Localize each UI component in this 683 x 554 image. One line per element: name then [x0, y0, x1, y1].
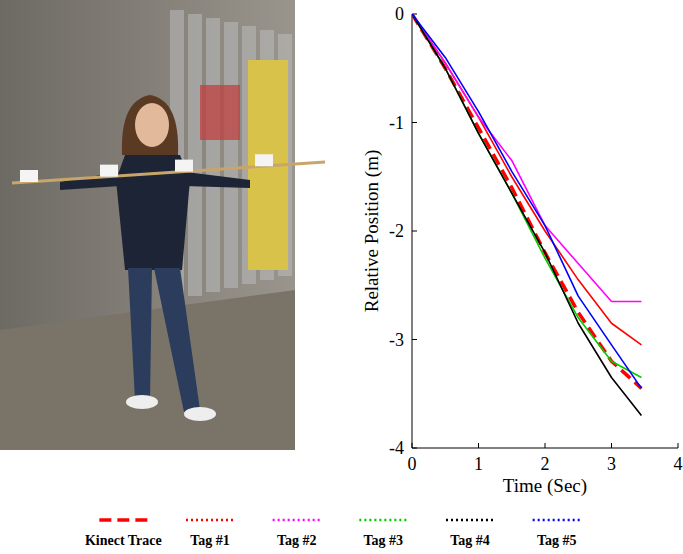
photo-tag	[100, 165, 118, 177]
legend-swatch	[533, 519, 581, 522]
legend-swatch	[99, 518, 147, 522]
photo	[0, 0, 325, 450]
y-tick-label: -4	[389, 438, 404, 458]
x-tick-label: 2	[541, 454, 550, 474]
y-axis-title: Relative Position (m)	[361, 150, 383, 313]
photo-face	[135, 103, 169, 147]
y-tick	[412, 231, 417, 232]
legend-swatch	[186, 519, 234, 522]
photo-background	[0, 0, 295, 450]
legend-label: Kinect Trace	[85, 533, 162, 548]
series-line	[412, 14, 641, 302]
legend-label: Tag #1	[190, 533, 230, 548]
figure: 0 1 2 3 4 -4 -3 -2 -1 0 Time (Sec) Relative Positio…	[0, 0, 683, 554]
series-line	[412, 14, 641, 415]
photo-tag	[255, 154, 273, 166]
x-tick	[412, 443, 413, 448]
series-line	[412, 14, 641, 388]
photo-shoe	[126, 395, 158, 409]
legend-swatch	[446, 519, 494, 522]
x-tick-label: 1	[474, 454, 483, 474]
x-tick	[478, 443, 479, 448]
series-line	[412, 14, 641, 345]
legend-swatch	[273, 519, 321, 522]
photo-hair	[122, 95, 178, 155]
axes: 0 1 2 3 4 -4 -3 -2 -1 0	[389, 4, 683, 474]
photo-panel	[188, 14, 202, 296]
photo-tag	[20, 170, 38, 182]
legend-swatch	[359, 519, 407, 522]
y-tick-label: -2	[389, 221, 404, 241]
photo-panel	[206, 18, 220, 292]
y-tick-label: -3	[389, 330, 404, 350]
legend-label: Tag #2	[277, 533, 317, 548]
y-tick	[412, 448, 417, 449]
x-tick	[678, 443, 679, 448]
x-tick	[611, 443, 612, 448]
x-tick-label: 0	[408, 454, 417, 474]
y-tick-label: -1	[389, 113, 404, 133]
legend-label: Tag #3	[364, 533, 404, 548]
x-tick	[545, 443, 546, 448]
y-tick	[412, 122, 417, 123]
x-tick-label: 3	[607, 454, 616, 474]
legend-label: Tag #4	[450, 533, 490, 548]
photo-legs	[128, 268, 200, 412]
photo-stick	[12, 162, 325, 183]
x-tick-label: 4	[674, 454, 683, 474]
legend: Kinect Trace Tag #1 Tag #2 Tag #3 Tag #4 Tag …	[85, 520, 581, 548]
photo-poster	[200, 85, 240, 140]
y-tick-label: 0	[395, 4, 404, 24]
legend-label: Tag #5	[537, 533, 577, 548]
y-tick	[412, 339, 417, 340]
photo-shoe	[184, 407, 216, 421]
photo-panel	[224, 22, 238, 288]
photo-tag	[175, 160, 193, 172]
x-axis-title: Time (Sec)	[503, 475, 587, 497]
plot-area	[412, 14, 641, 415]
